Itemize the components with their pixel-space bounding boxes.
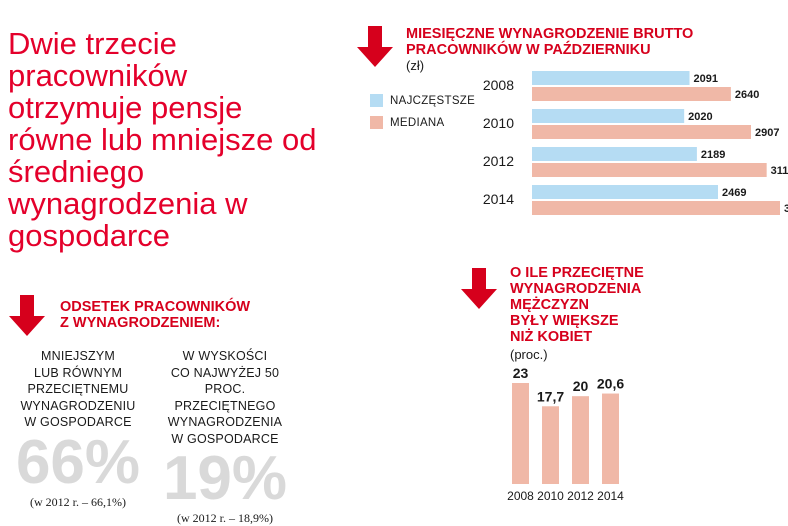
salary-bar xyxy=(532,185,718,199)
gap-chart-title: O ILE PRZECIĘTNE WYNAGRODZENIA MĘŻCZYZN … xyxy=(510,265,644,345)
gap-value-label: 20 xyxy=(573,378,589,394)
legend-item-mediana: MEDIANA xyxy=(370,116,475,129)
stat-label-line: MNIEJSZYM xyxy=(40,349,116,363)
gap-bar-chart: 23 2008 17,7 2010 20 2012 20,6 2014 xyxy=(507,365,624,503)
stat-label-line: LUB RÓWNYM xyxy=(33,365,123,380)
stat-label: MNIEJSZYM LUB RÓWNYM PRZECIĘTNEMU WYNAGR… xyxy=(8,348,148,431)
salary-bar xyxy=(532,125,751,139)
gap-value-label: 20,6 xyxy=(597,376,624,392)
year-tick-label: 2014 xyxy=(483,191,514,207)
down-arrow-icon xyxy=(357,26,393,67)
gap-year-label: 2008 xyxy=(507,489,534,503)
stat-label-line: WYNAGRODZENIU xyxy=(20,398,136,413)
stat-note: (w 2012 r. – 18,9%) xyxy=(177,511,273,525)
stat-value: 19% xyxy=(162,444,288,513)
gap-year-label: 2014 xyxy=(597,489,624,503)
salary-bar xyxy=(532,109,685,123)
salary-chart-legend: NAJCZĘSTSZE MEDIANA xyxy=(370,94,475,129)
salary-bar-label: 2189 xyxy=(701,149,725,161)
year-tick-label: 2010 xyxy=(483,115,514,131)
stats-title-line: Z WYNAGRODZENIEM: xyxy=(60,315,221,331)
gap-bar xyxy=(572,396,589,484)
stats-title: ODSETEK PRACOWNIKÓW Z WYNAGRODZENIEM: xyxy=(60,299,250,331)
salary-bar-label: 2091 xyxy=(694,73,718,85)
stat-label-line: PRZECIĘTNEGO xyxy=(174,398,276,413)
down-arrow-icon xyxy=(461,268,497,309)
gap-bar xyxy=(512,383,529,484)
salary-bar-label: 2020 xyxy=(688,111,712,123)
stat-item-66: MNIEJSZYM LUB RÓWNYM PRZECIĘTNEMU WYNAGR… xyxy=(8,348,148,510)
gap-bar xyxy=(542,406,559,484)
stat-label-line: WYNAGRODZENIA xyxy=(167,415,283,429)
stat-note: (w 2012 r. – 66,1%) xyxy=(30,494,126,509)
stat-value: 66% xyxy=(15,427,141,497)
salary-bar xyxy=(532,71,690,85)
stat-label-line: PRZECIĘTNEMU xyxy=(27,382,129,396)
gap-value-label: 17,7 xyxy=(537,388,564,404)
salary-bar-label: 2640 xyxy=(735,89,759,101)
legend-label: MEDIANA xyxy=(390,116,445,129)
year-tick-label: 2008 xyxy=(483,77,514,93)
gap-year-label: 2010 xyxy=(537,489,564,503)
gap-chart-title-line: NIŻ KOBIET xyxy=(510,329,593,345)
salary-chart-title-line: PRACOWNIKÓW W PAŹDZIERNIKU xyxy=(406,42,651,58)
legend-swatch-salmon xyxy=(370,116,383,129)
stat-label: W WYSKOŚCI CO NAJWYŻEJ 50 PROC. PRZECIĘT… xyxy=(150,348,300,447)
salary-bar-label: 2907 xyxy=(755,127,779,139)
gap-year-label: 2012 xyxy=(567,489,594,503)
stats-title-line: ODSETEK PRACOWNIKÓW xyxy=(60,299,251,315)
salary-bar xyxy=(532,163,767,177)
gap-chart-title-line: BYŁY WIĘKSZE xyxy=(510,313,619,329)
salary-bar-label: 3292 xyxy=(784,203,788,215)
salary-bar-chart: 2008 2091 2640 2010 2020 2907 2012 2189 3115 2014… xyxy=(483,71,788,215)
headline: Dwie trzecie pracowników otrzymuje pensj… xyxy=(8,26,317,253)
legend-item-najczestsze: NAJCZĘSTSZE xyxy=(370,94,475,107)
gap-chart-title-line: WYNAGRODZENIA xyxy=(510,281,642,297)
gap-chart-unit: (proc.) xyxy=(510,347,548,362)
legend-swatch-blue xyxy=(370,94,383,107)
salary-bar xyxy=(532,147,697,161)
gap-bar xyxy=(602,393,619,484)
salary-chart-title: MIESIĘCZNE WYNAGRODZENIE BRUTTO PRACOWNI… xyxy=(406,26,693,58)
stat-label-line: W WYSKOŚCI xyxy=(182,349,268,363)
down-arrow-icon xyxy=(9,295,45,336)
gap-chart-title-line: O ILE PRZECIĘTNE xyxy=(510,265,644,281)
salary-bar-label: 3115 xyxy=(771,165,788,177)
year-tick-label: 2012 xyxy=(483,153,514,169)
legend-label: NAJCZĘSTSZE xyxy=(390,94,476,107)
gap-chart-title-line: MĘŻCZYZN xyxy=(510,297,589,313)
gap-value-label: 23 xyxy=(513,365,529,381)
salary-bar xyxy=(532,87,731,101)
salary-bar-label: 2469 xyxy=(722,187,746,199)
stat-label-line: W GOSPODARCE xyxy=(24,415,132,429)
salary-chart-title-line: MIESIĘCZNE WYNAGRODZENIE BRUTTO xyxy=(406,26,694,42)
salary-bar xyxy=(532,201,780,215)
salary-chart-unit: (zł) xyxy=(406,58,425,73)
stat-label-line: CO NAJWYŻEJ 50 PROC. xyxy=(170,365,280,397)
stat-label-line: W GOSPODARCE xyxy=(171,431,279,446)
stat-item-19: W WYSKOŚCI CO NAJWYŻEJ 50 PROC. PRZECIĘT… xyxy=(150,348,300,526)
